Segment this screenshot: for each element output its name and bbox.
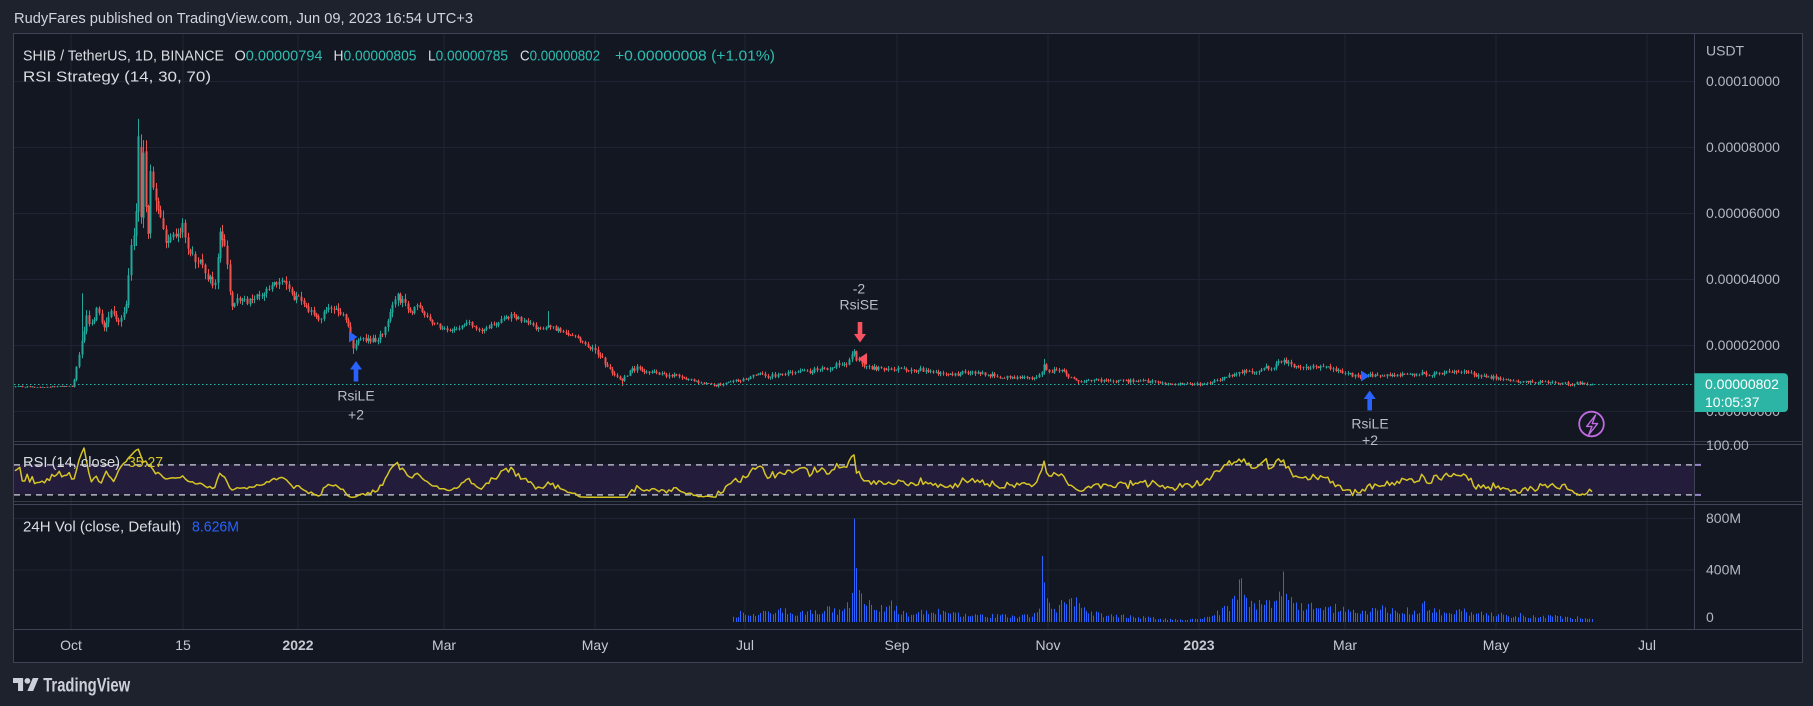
svg-text:Nov: Nov [1036,637,1061,653]
svg-text:0.00006000: 0.00006000 [1706,205,1780,221]
svg-text:H0.00000805: H0.00000805 [334,48,417,65]
svg-text:10:05:37: 10:05:37 [1705,394,1760,410]
svg-text:Sep: Sep [885,637,910,653]
svg-text:15: 15 [175,637,191,653]
svg-text:RsiLE: RsiLE [337,388,374,404]
svg-text:0.00000802: 0.00000802 [1705,376,1779,392]
svg-text:Mar: Mar [1333,637,1357,653]
svg-text:RSI Strategy (14, 30, 70): RSI Strategy (14, 30, 70) [23,69,211,86]
svg-text:400M: 400M [1706,562,1741,578]
svg-text:24H Vol (close, Default) 8.626: 24H Vol (close, Default) 8.626M [23,519,239,536]
svg-text:Oct: Oct [60,637,82,653]
svg-text:800M: 800M [1706,510,1741,526]
svg-text:O0.00000794: O0.00000794 [235,48,323,65]
svg-text:+2: +2 [348,407,364,423]
svg-text:RsiLE: RsiLE [1351,416,1388,432]
svg-text:Jul: Jul [1638,637,1656,653]
svg-text:+0.00000008 (+1.01%): +0.00000008 (+1.01%) [615,48,775,65]
svg-text:RsiSE: RsiSE [840,297,879,313]
svg-text:2023: 2023 [1183,637,1214,653]
svg-text:-2: -2 [853,281,866,297]
svg-text:Mar: Mar [432,637,456,653]
svg-text:2022: 2022 [282,637,313,653]
svg-text:+2: +2 [1362,432,1378,448]
svg-text:May: May [582,637,608,653]
svg-text:USDT: USDT [1706,43,1745,59]
svg-text:0: 0 [1706,609,1714,625]
svg-text:Jul: Jul [736,637,754,653]
svg-text:TradingView: TradingView [43,675,130,696]
svg-text:0.00002000: 0.00002000 [1706,337,1780,353]
svg-text:0.00008000: 0.00008000 [1706,139,1780,155]
svg-text:RSI (14, close) 35.27: RSI (14, close) 35.27 [23,454,163,471]
svg-text:0.00010000: 0.00010000 [1706,73,1780,89]
svg-text:C0.00000802: C0.00000802 [520,48,600,65]
svg-text:L0.00000785: L0.00000785 [428,48,508,65]
svg-text:SHIB / TetherUS, 1D, BINANCE: SHIB / TetherUS, 1D, BINANCE [23,48,224,65]
svg-text:0.00004000: 0.00004000 [1706,271,1780,287]
svg-text:May: May [1483,637,1509,653]
svg-text:RudyFares published on Trading: RudyFares published on TradingView.com, … [14,10,473,27]
svg-text:100.00: 100.00 [1706,437,1749,453]
